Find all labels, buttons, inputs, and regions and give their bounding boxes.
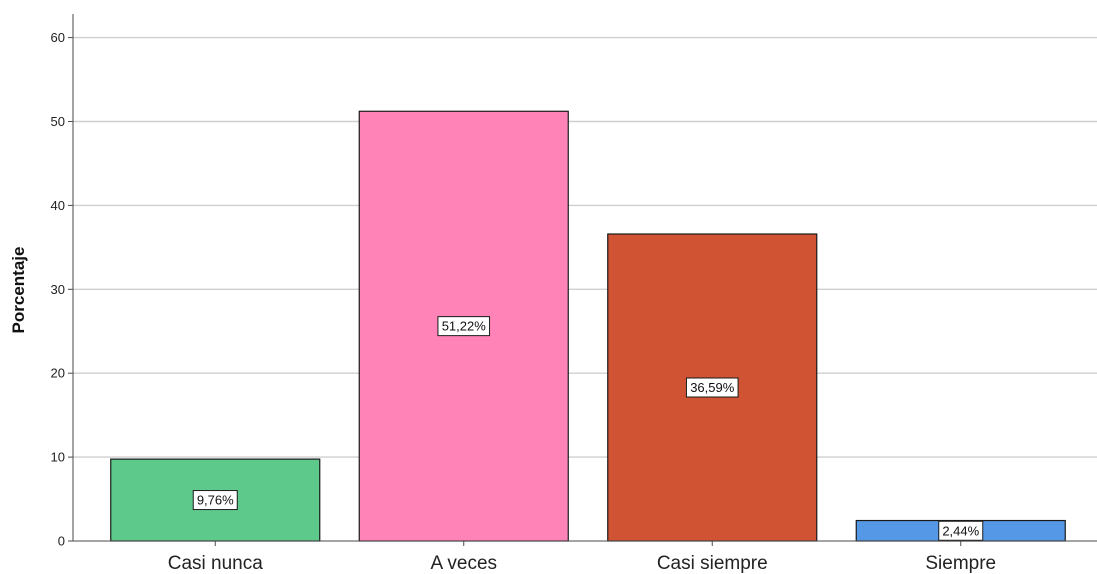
data-label: 2,44% bbox=[942, 523, 979, 538]
axes: 0 10 20 30 40 50 60 Casi nunca A veces Casi siemp… bbox=[51, 14, 1097, 574]
y-tick-label: 60 bbox=[51, 30, 65, 45]
x-tick-label: Siempre bbox=[925, 553, 996, 574]
gridlines bbox=[73, 36, 1097, 458]
data-label: 36,59% bbox=[690, 380, 735, 395]
data-labels: 9,76% 51,22% 36,59% 2,44% bbox=[192, 316, 984, 541]
data-label-box bbox=[192, 490, 238, 511]
y-tick-label: 30 bbox=[51, 282, 65, 297]
y-tick-label: 20 bbox=[51, 366, 65, 381]
bars bbox=[110, 110, 1066, 542]
data-label-box bbox=[437, 316, 491, 337]
data-label-box bbox=[938, 520, 984, 541]
y-tick-label: 40 bbox=[51, 198, 65, 213]
x-tick-label: A veces bbox=[430, 553, 497, 574]
data-label: 9,76% bbox=[197, 493, 234, 508]
y-tick-label: 10 bbox=[51, 450, 65, 465]
y-axis-label: Porcentaje bbox=[9, 247, 28, 334]
data-label-box bbox=[685, 377, 739, 398]
y-tick-label: 0 bbox=[58, 534, 65, 549]
data-label: 51,22% bbox=[442, 319, 487, 334]
y-tick-label: 50 bbox=[51, 114, 65, 129]
x-tick-label: Casi siempre bbox=[657, 553, 768, 574]
x-tick-label: Casi nunca bbox=[168, 553, 263, 574]
